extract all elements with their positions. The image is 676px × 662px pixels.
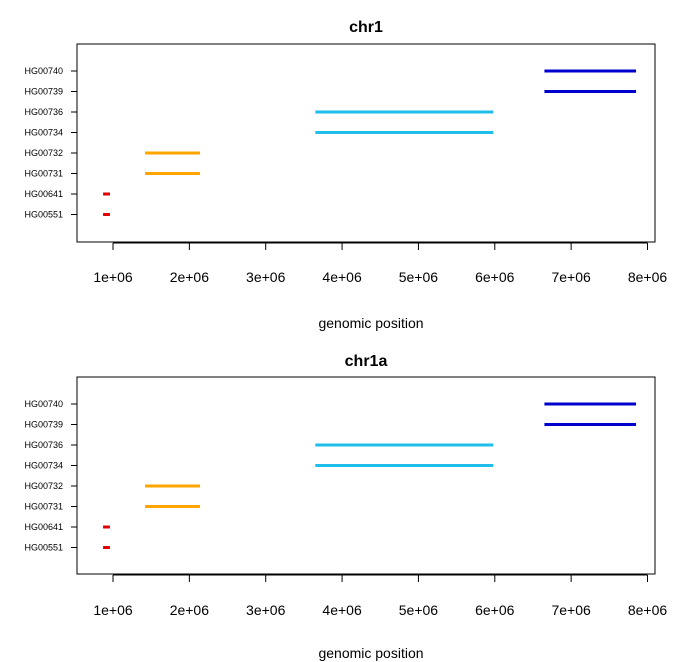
x-tick-label: 4e+06 [322, 602, 362, 618]
y-tick-label: HG00641 [24, 522, 63, 532]
x-tick-label: 8e+06 [628, 269, 668, 285]
y-tick-label: HG00732 [24, 481, 63, 491]
x-tick-label: 6e+06 [475, 602, 515, 618]
chart-title: chr1a [345, 353, 388, 370]
y-tick-label: HG00551 [24, 210, 63, 220]
plot-frame [76, 376, 656, 575]
x-axis-label: genomic position [318, 645, 423, 661]
y-tick-label: HG00641 [24, 189, 63, 199]
x-tick-label: 3e+06 [246, 602, 286, 618]
plot-frame [76, 43, 656, 243]
x-tick-label: 7e+06 [551, 602, 591, 618]
y-tick-label: HG00731 [24, 169, 63, 179]
y-tick-label: HG00739 [24, 420, 63, 430]
y-tick-label: HG00731 [24, 502, 63, 512]
y-tick-label: HG00732 [24, 148, 63, 158]
y-tick-label: HG00736 [24, 107, 63, 117]
x-tick-label: 5e+06 [399, 269, 439, 285]
x-tick-label: 4e+06 [322, 269, 362, 285]
chart-title: chr1 [349, 19, 383, 36]
chart-panel-chr1a: chr1a 1e+06 2e+06 3e+06 4e+06 5e+06 6e+06 7e+06… [24, 353, 667, 661]
y-tick-label: HG00740 [24, 66, 63, 76]
y-tick-label: HG00734 [24, 461, 63, 471]
chart-panel-chr1: chr1 1e+06 2e+06 3e+06 4e+06 5e+06 6e+06 7e+06 8… [24, 19, 667, 331]
x-axis-label: genomic position [318, 315, 423, 331]
y-tick-label: HG00734 [24, 128, 63, 138]
x-tick-label: 5e+06 [399, 602, 439, 618]
x-tick-label: 3e+06 [246, 269, 286, 285]
y-tick-label: HG00551 [24, 543, 63, 553]
x-tick-label: 7e+06 [551, 269, 591, 285]
x-tick-label: 2e+06 [170, 602, 210, 618]
x-tick-label: 1e+06 [93, 602, 133, 618]
x-tick-label: 2e+06 [170, 269, 210, 285]
y-tick-label: HG00739 [24, 87, 63, 97]
y-tick-label: HG00740 [24, 399, 63, 409]
x-tick-label: 1e+06 [93, 269, 133, 285]
x-tick-label: 6e+06 [475, 269, 515, 285]
y-tick-label: HG00736 [24, 440, 63, 450]
x-tick-label: 8e+06 [628, 602, 668, 618]
